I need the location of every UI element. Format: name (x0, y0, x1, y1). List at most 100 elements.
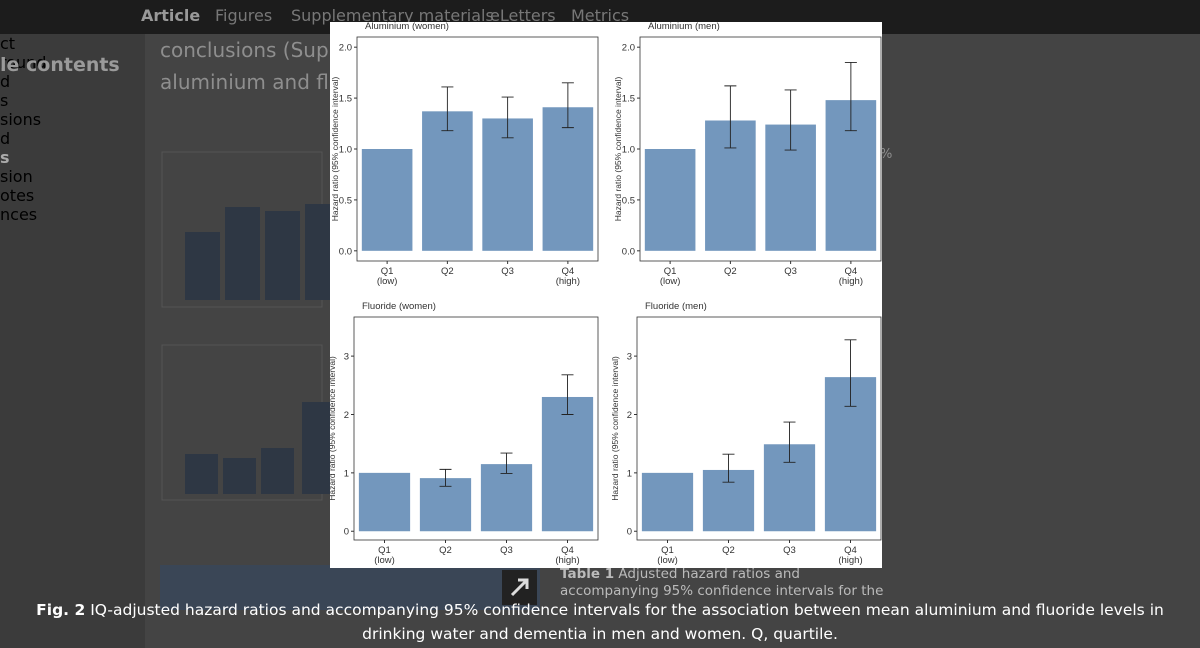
y-tick-label: 1.5 (622, 94, 635, 105)
x-tick-label: Q2 (724, 266, 737, 277)
x-tick-label: (high) (555, 555, 579, 566)
x-tick-label: Q3 (783, 545, 796, 556)
y-tick-label: 0.0 (339, 246, 352, 257)
x-tick-label: Q4 (844, 545, 857, 556)
error-bar (783, 421, 796, 463)
sidebar-item[interactable]: otes (0, 186, 35, 205)
x-tick-label: Q3 (784, 266, 797, 277)
x-tick-label: Q3 (501, 266, 514, 277)
thumb-bar (302, 402, 330, 494)
error-bar (724, 85, 737, 149)
y-tick-label: 2 (627, 410, 632, 421)
chart-title: Aluminium (women) (365, 22, 449, 32)
error-bar (561, 374, 574, 415)
thumb-bar (223, 458, 256, 494)
x-tick-label: (high) (838, 555, 862, 566)
bar (361, 149, 413, 251)
nav-tab[interactable]: Figures (215, 6, 273, 25)
x-tick-label: (low) (657, 555, 678, 566)
nav-tab[interactable]: eLetters (490, 6, 556, 25)
bar (422, 111, 473, 251)
y-tick-label: 1 (627, 468, 632, 479)
table-caption-label: Table 1 (560, 566, 615, 582)
bar (541, 396, 594, 532)
thumb-bar (261, 448, 294, 494)
error-bar (844, 62, 857, 132)
error-bar (501, 96, 514, 139)
bar (644, 149, 696, 251)
error-bar (844, 339, 857, 407)
x-tick-label: Q4 (561, 545, 574, 556)
x-tick-label: Q1 (661, 545, 674, 556)
sidebar: le contents ct round d s sions d s sion otes nces (0, 34, 145, 648)
sidebar-item[interactable]: s (0, 148, 10, 167)
chart-title: Fluoride (men) (645, 301, 707, 312)
thumb-bar (305, 204, 330, 300)
y-tick-label: 1 (344, 468, 349, 479)
body-text: conclusions (Supple (160, 38, 360, 62)
plot-frame (636, 316, 882, 541)
x-tick-label: Q1 (664, 266, 677, 277)
error-bar (500, 452, 513, 474)
y-tick-label: 0.0 (622, 246, 635, 257)
x-tick-label: Q1 (381, 266, 394, 277)
error-bar (784, 89, 797, 151)
sidebar-item[interactable]: nces (0, 205, 38, 224)
x-tick-label: Q2 (441, 266, 454, 277)
x-tick-label: Q2 (439, 545, 452, 556)
error-bar (561, 82, 574, 129)
thumb-bar (185, 232, 220, 300)
table-caption-text: Adjusted hazard ratios and accompanying … (560, 566, 884, 598)
sidebar-item[interactable]: sions (0, 110, 42, 129)
sidebar-item[interactable]: round (0, 53, 47, 72)
y-axis-label: Hazard ratio (95% confidence interval) (330, 356, 337, 501)
bar (482, 118, 533, 251)
error-bar (439, 468, 452, 487)
bar (419, 478, 472, 532)
y-tick-label: 3 (344, 352, 349, 363)
error-bar (722, 453, 735, 483)
bar (480, 464, 533, 532)
caption-text: IQ-adjusted hazard ratios and accompanyi… (90, 601, 1164, 643)
nav-tab[interactable]: Metrics (571, 6, 630, 25)
y-tick-label: 0.5 (339, 195, 352, 206)
plot-frame (353, 316, 599, 541)
sidebar-item[interactable]: d (0, 72, 11, 91)
bar (641, 472, 694, 532)
nav-tab[interactable]: Article (141, 6, 201, 25)
sidebar-item[interactable]: sion (0, 167, 33, 186)
nav-tab[interactable]: Supplementary materials (291, 6, 494, 25)
thumb-table (160, 565, 340, 610)
caption-label: Fig. 2 (36, 601, 86, 619)
bar (358, 472, 411, 532)
sidebar-item[interactable]: d (0, 129, 11, 148)
body-text: aluminium and fluo (160, 70, 354, 94)
x-tick-label: (low) (377, 276, 398, 287)
y-axis-label: Hazard ratio (95% confidence interval) (613, 77, 623, 222)
y-axis-label: Hazard ratio (95% confidence interval) (610, 356, 620, 501)
sidebar-item[interactable]: s (0, 91, 9, 110)
x-tick-label: Q2 (722, 545, 735, 556)
x-tick-label: (high) (839, 276, 863, 287)
thumb-bar (185, 454, 218, 494)
y-tick-label: 1.0 (622, 145, 635, 156)
chart-title: Fluoride (women) (362, 301, 436, 312)
error-bar (441, 86, 454, 132)
thumb-bar (265, 211, 300, 300)
y-axis-label: Hazard ratio (95% confidence interval) (330, 77, 340, 222)
x-tick-label: Q4 (845, 266, 858, 277)
expand-icon-glyph (510, 578, 529, 597)
y-tick-label: 0.5 (622, 195, 635, 206)
x-tick-label: (high) (556, 276, 580, 287)
y-tick-label: 2.0 (622, 43, 635, 54)
y-tick-label: 0 (627, 527, 632, 538)
x-tick-label: Q3 (500, 545, 513, 556)
sidebar-item[interactable]: ct (0, 34, 16, 53)
x-tick-label: Q4 (562, 266, 575, 277)
y-tick-label: 1.5 (339, 94, 352, 105)
thumb-bar (225, 207, 260, 300)
y-tick-label: 3 (627, 352, 632, 363)
x-tick-label: (low) (660, 276, 681, 287)
figure: Aluminium (women) Hazard ratio (95% confi… (330, 22, 882, 568)
y-tick-label: 0 (344, 527, 349, 538)
